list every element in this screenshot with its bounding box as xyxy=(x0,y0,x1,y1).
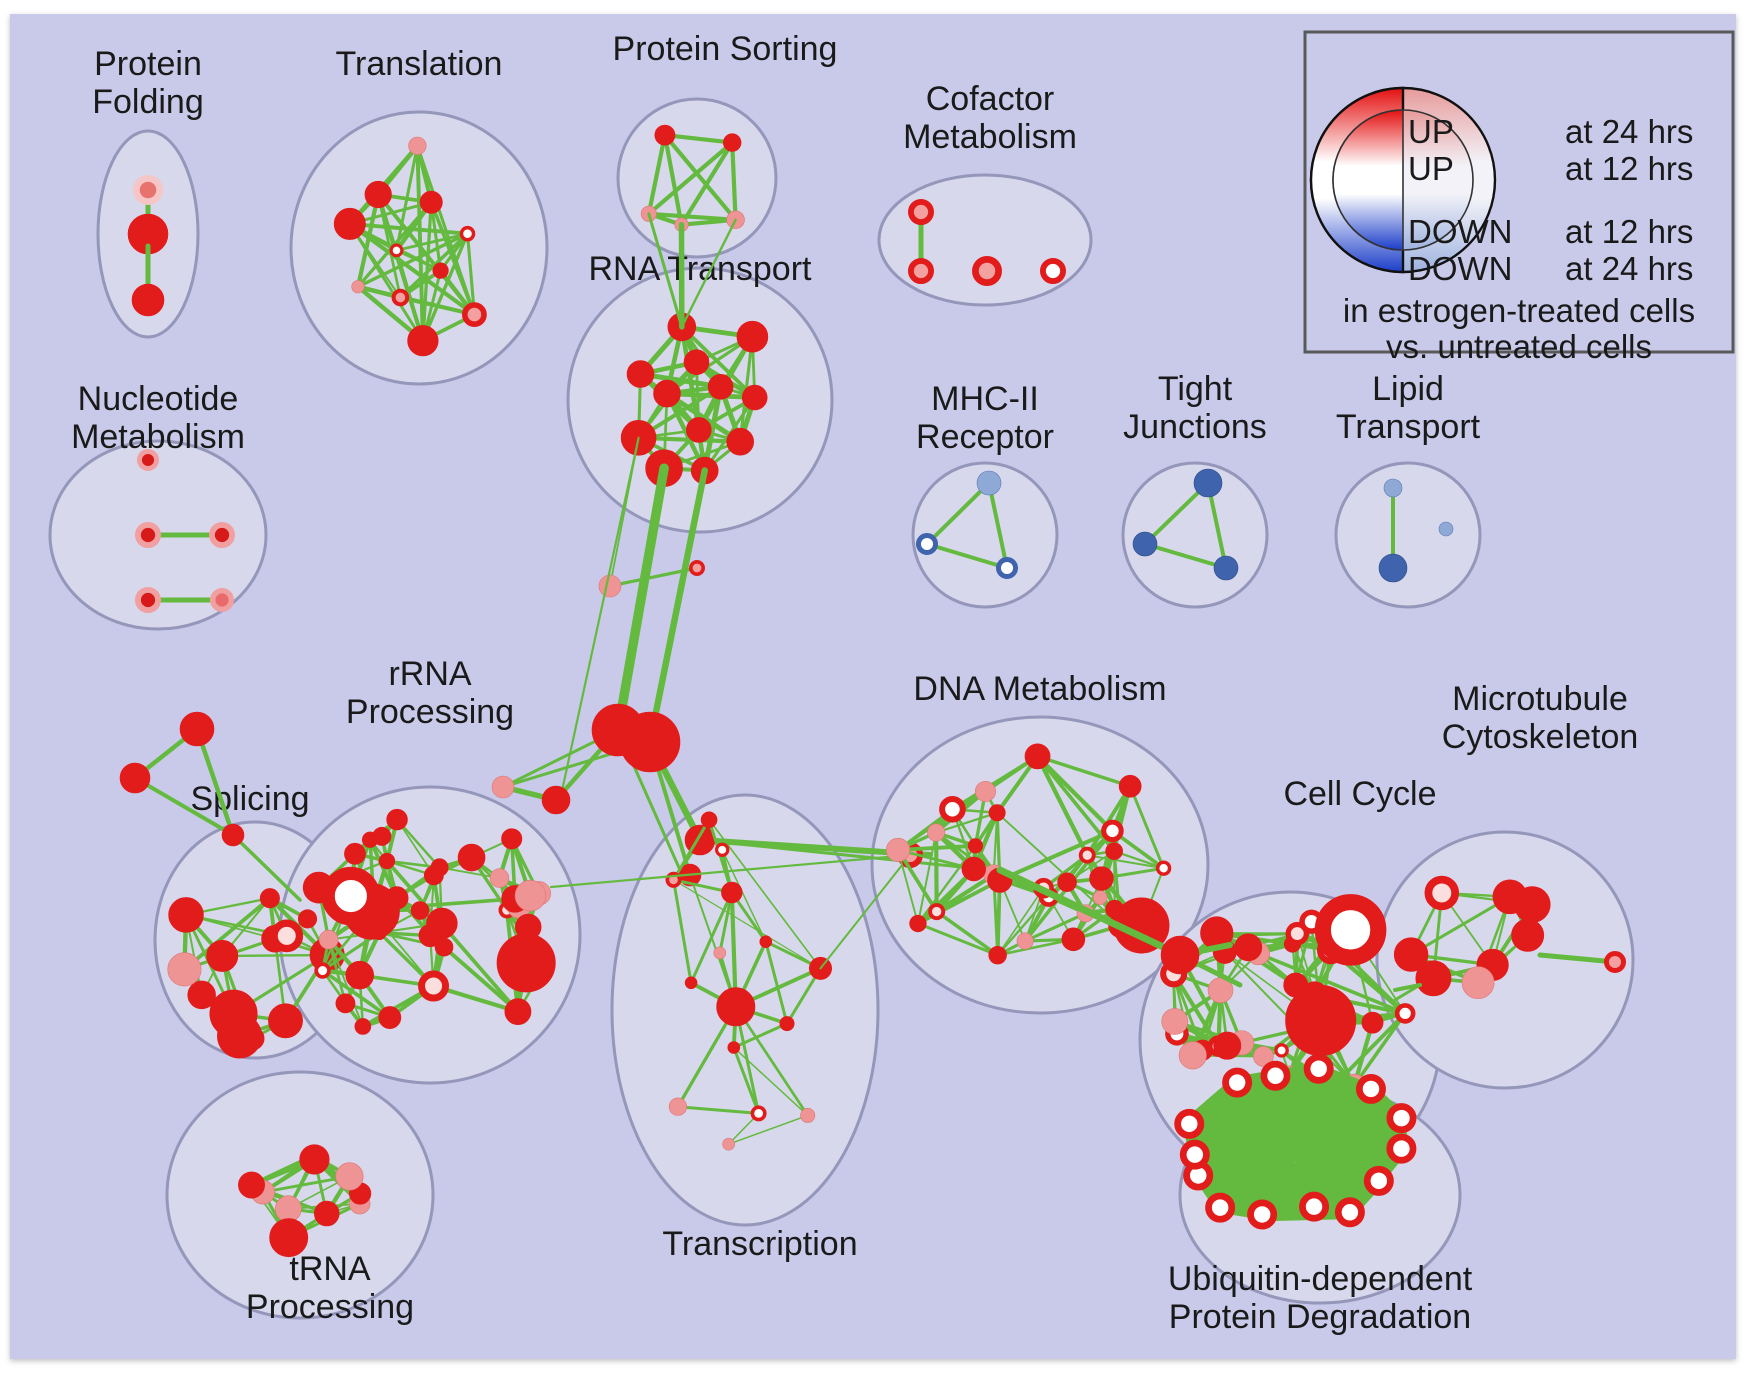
svg-text:DNA Metabolism: DNA Metabolism xyxy=(913,670,1166,708)
svg-text:Processing: Processing xyxy=(346,693,514,731)
svg-text:Junctions: Junctions xyxy=(1123,408,1267,446)
svg-text:Protein Degradation: Protein Degradation xyxy=(1169,1298,1471,1336)
svg-text:Splicing: Splicing xyxy=(190,780,309,818)
svg-text:Ubiquitin-dependent: Ubiquitin-dependent xyxy=(1168,1260,1473,1298)
svg-text:Microtubule: Microtubule xyxy=(1452,680,1628,718)
svg-text:Lipid: Lipid xyxy=(1372,370,1444,408)
svg-text:Protein Sorting: Protein Sorting xyxy=(613,30,838,68)
svg-text:Metabolism: Metabolism xyxy=(71,418,245,456)
svg-text:Cell Cycle: Cell Cycle xyxy=(1283,775,1436,813)
svg-text:Cofactor: Cofactor xyxy=(926,80,1055,118)
svg-text:DOWN: DOWN xyxy=(1408,250,1512,287)
svg-text:RNA Transport: RNA Transport xyxy=(589,250,813,288)
svg-text:Tight: Tight xyxy=(1158,370,1233,408)
svg-text:DOWN: DOWN xyxy=(1408,213,1512,250)
svg-text:Protein: Protein xyxy=(94,45,202,83)
svg-text:Nucleotide: Nucleotide xyxy=(78,380,239,418)
svg-text:Transcription: Transcription xyxy=(662,1225,857,1263)
svg-text:MHC-II: MHC-II xyxy=(931,380,1039,418)
svg-text:Cytoskeleton: Cytoskeleton xyxy=(1442,718,1639,756)
svg-text:tRNA: tRNA xyxy=(289,1250,371,1288)
svg-text:UP: UP xyxy=(1408,113,1454,150)
svg-text:rRNA: rRNA xyxy=(388,655,471,693)
svg-text:Folding: Folding xyxy=(92,83,204,121)
svg-text:Metabolism: Metabolism xyxy=(903,118,1077,156)
svg-text:Transport: Transport xyxy=(1336,408,1481,446)
svg-text:at 24 hrs: at 24 hrs xyxy=(1565,113,1693,150)
svg-text:at 12 hrs: at 12 hrs xyxy=(1565,213,1693,250)
svg-text:in estrogen-treated cells: in estrogen-treated cells xyxy=(1343,292,1695,329)
svg-text:at 24 hrs: at 24 hrs xyxy=(1565,250,1693,287)
svg-text:Processing: Processing xyxy=(246,1288,414,1326)
svg-text:Translation: Translation xyxy=(336,45,503,83)
svg-text:UP: UP xyxy=(1408,150,1454,187)
svg-text:vs. untreated cells: vs. untreated cells xyxy=(1386,328,1652,365)
svg-text:at 12 hrs: at 12 hrs xyxy=(1565,150,1693,187)
svg-text:Receptor: Receptor xyxy=(916,418,1054,456)
